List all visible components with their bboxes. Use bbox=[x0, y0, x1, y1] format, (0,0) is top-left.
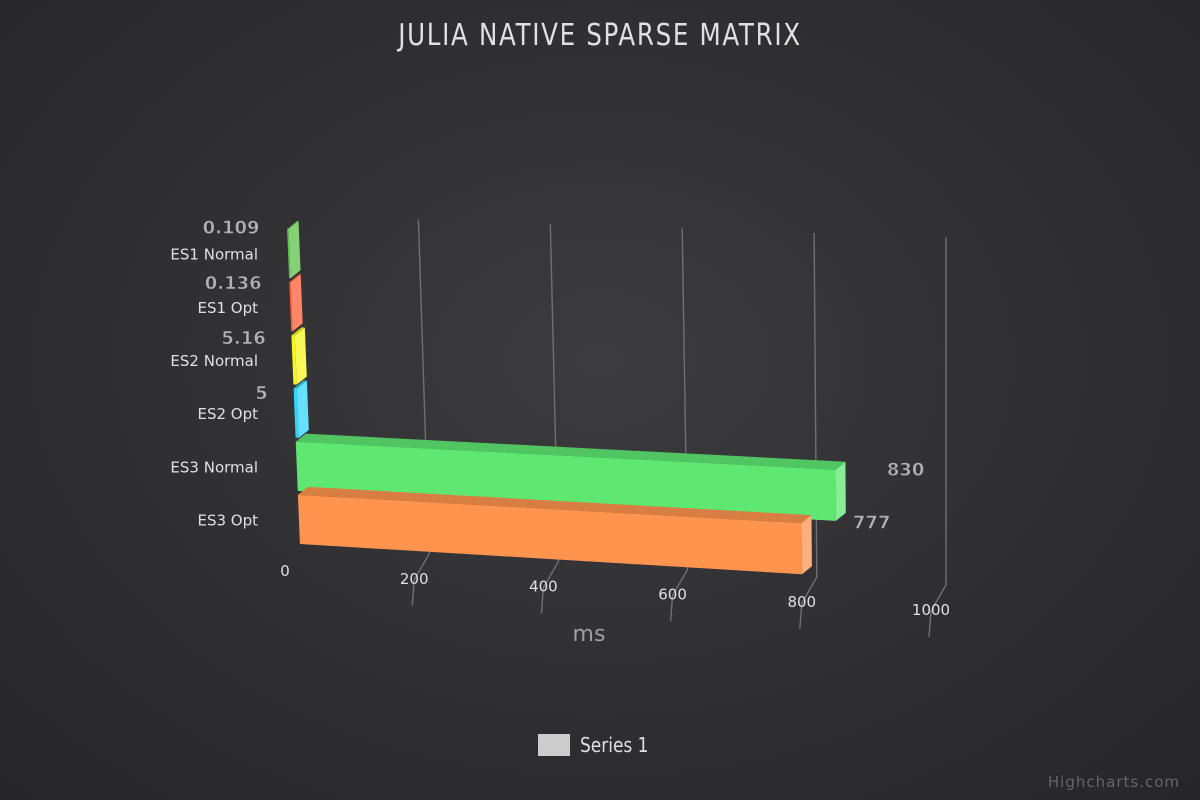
tick-label-200: 200 bbox=[400, 570, 429, 588]
category-label-es2-opt: ES2 Opt bbox=[197, 405, 258, 423]
bar-es1-normal[interactable] bbox=[287, 221, 301, 279]
tick-label-0: 0 bbox=[280, 562, 290, 580]
tick-label-800: 800 bbox=[787, 593, 816, 611]
x-axis-title: ms bbox=[573, 622, 606, 647]
axis-tick-labels: 0 200 400 600 800 1000 bbox=[280, 562, 950, 619]
bar-front-face bbox=[291, 335, 297, 385]
bars bbox=[287, 221, 846, 575]
tick-label-1000: 1000 bbox=[912, 601, 950, 619]
category-label-es3-normal: ES3 Normal bbox=[170, 458, 258, 476]
bar-end-face bbox=[296, 380, 309, 438]
grid-lines bbox=[411, 219, 947, 638]
data-label-es1-normal: 0.109 bbox=[203, 218, 260, 239]
bar-es3-normal[interactable] bbox=[295, 433, 846, 521]
tick-label-600: 600 bbox=[658, 585, 687, 603]
bar-es2-opt[interactable] bbox=[293, 380, 309, 438]
category-label-es1-opt: ES1 Opt bbox=[197, 299, 258, 317]
bar-front-face bbox=[297, 494, 802, 575]
bar-top-face bbox=[289, 274, 301, 283]
bar-top-face bbox=[293, 380, 307, 389]
chart-title: JULIA NATIVE SPARSE MATRIX bbox=[398, 18, 802, 53]
bar-end-face bbox=[290, 274, 303, 332]
data-label-es1-opt: 0.136 bbox=[205, 273, 262, 294]
bar-top-face bbox=[295, 433, 846, 470]
bar-top-face bbox=[291, 327, 305, 336]
bar-top-face bbox=[297, 486, 812, 524]
bar-front-face bbox=[295, 441, 836, 521]
category-label-es1-normal: ES1 Normal bbox=[170, 246, 258, 264]
credits-link[interactable]: Highcharts.com bbox=[1047, 773, 1180, 791]
bar-front-face bbox=[289, 282, 293, 332]
grid-line-400 bbox=[540, 223, 560, 614]
category-label-es3-opt: ES3 Opt bbox=[197, 511, 258, 529]
data-label-es3-normal: 830 bbox=[887, 459, 925, 480]
bar-front-face bbox=[293, 388, 299, 438]
grid-line-1000 bbox=[928, 237, 947, 638]
data-label-es2-opt: 5 bbox=[255, 383, 268, 404]
category-label-es2-normal: ES2 Normal bbox=[170, 352, 258, 370]
data-label-es3-opt: 777 bbox=[853, 512, 891, 533]
grid-line-800 bbox=[799, 232, 818, 630]
legend-swatch bbox=[538, 734, 570, 756]
grid-line-600 bbox=[669, 228, 689, 622]
bar-end-face bbox=[801, 515, 812, 575]
bar-end-face bbox=[294, 327, 307, 385]
grid-line-200 bbox=[411, 219, 430, 606]
bar-top-face bbox=[287, 221, 299, 230]
bar-es3-opt[interactable] bbox=[297, 486, 812, 575]
legend-item-series-1[interactable]: Series 1 bbox=[538, 733, 661, 757]
bar-front-face bbox=[287, 229, 291, 279]
bar-es1-opt[interactable] bbox=[289, 274, 303, 332]
bar-end-face bbox=[288, 221, 301, 279]
tick-label-400: 400 bbox=[529, 578, 558, 596]
category-labels: ES1 Normal ES1 Opt ES2 Normal ES2 Opt ES3 No… bbox=[170, 246, 258, 530]
data-labels: 0.109 0.136 5.16 5 830 777 bbox=[202, 217, 925, 533]
bar-end-face bbox=[835, 461, 846, 521]
data-label-es2-normal: 5.16 bbox=[221, 328, 265, 349]
legend-label: Series 1 bbox=[580, 733, 649, 757]
bar-es2-normal[interactable] bbox=[291, 327, 307, 385]
